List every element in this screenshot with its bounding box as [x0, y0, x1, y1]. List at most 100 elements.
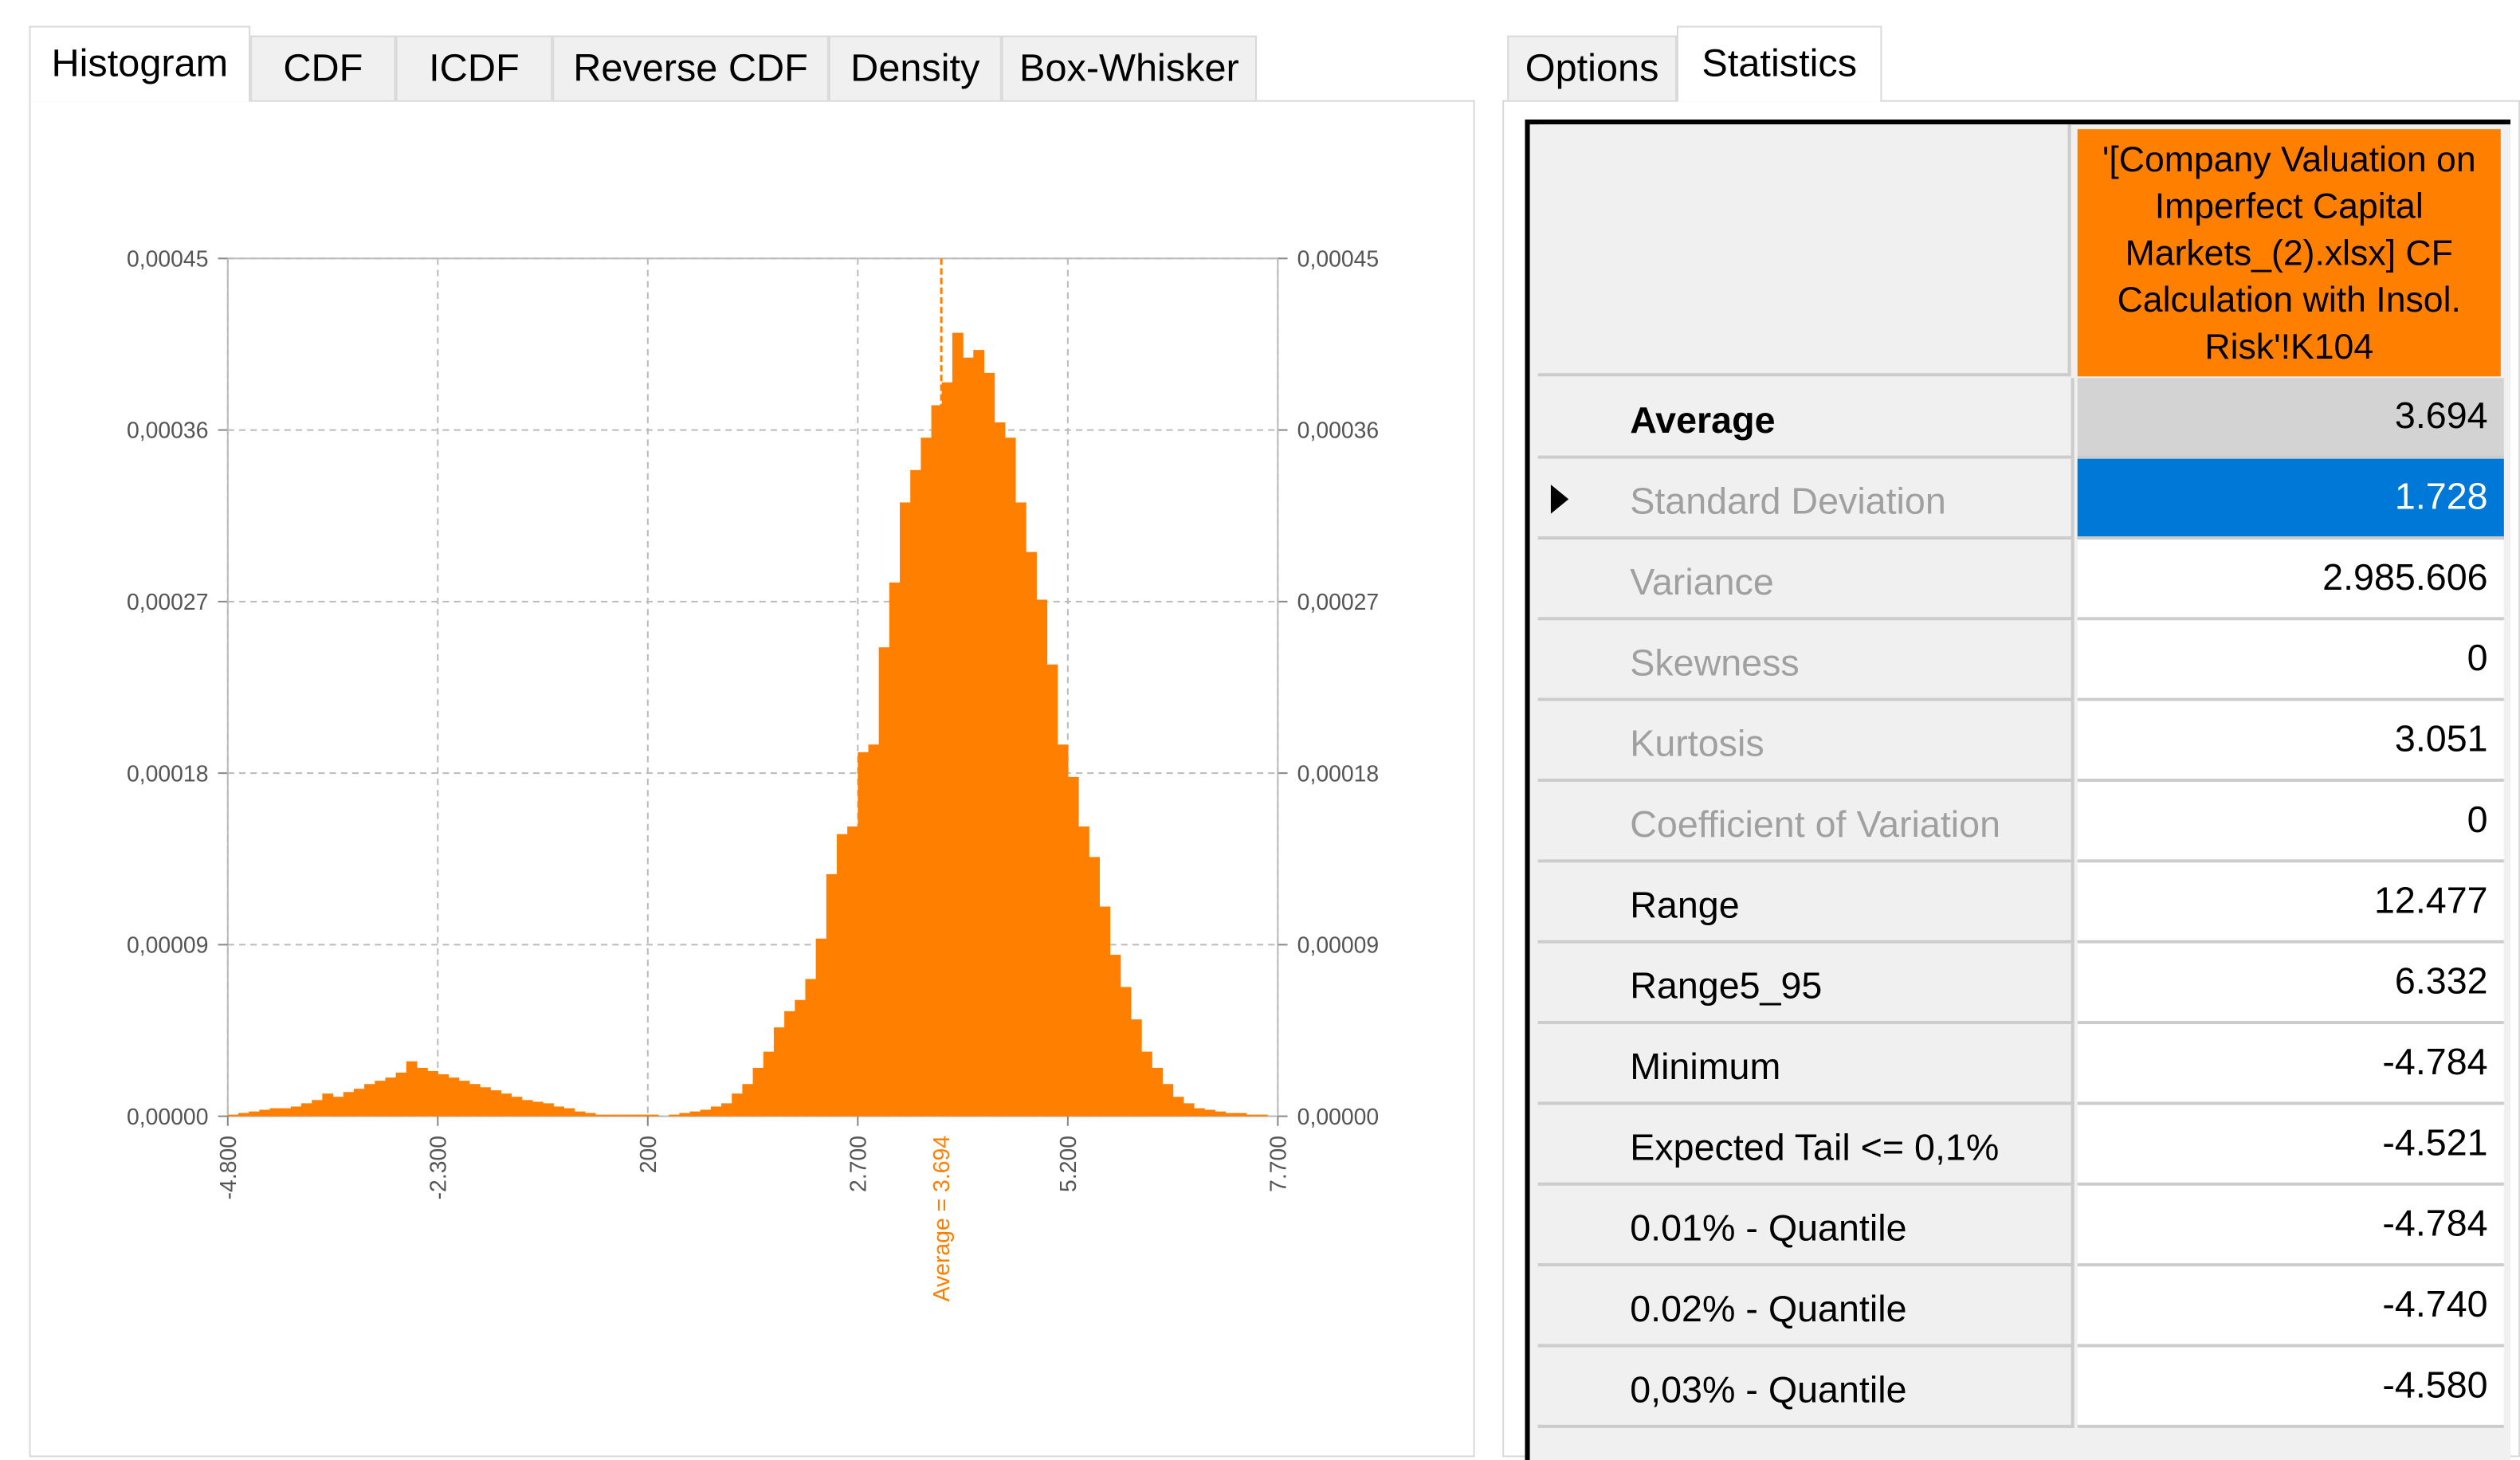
row-value[interactable]: 0: [2077, 782, 2504, 863]
bar: [322, 1093, 334, 1117]
bar: [332, 1097, 344, 1117]
row-label-text: Standard Deviation: [1630, 480, 1946, 522]
bar: [1183, 1103, 1195, 1117]
bar: [763, 1051, 775, 1117]
tab[interactable]: Density: [828, 35, 1002, 100]
bar: [689, 1111, 701, 1117]
bar: [416, 1067, 428, 1117]
row-value[interactable]: -4.784: [2077, 1185, 2504, 1267]
row-label[interactable]: Range: [1537, 862, 2074, 944]
row-label[interactable]: Minimum: [1537, 1024, 2074, 1105]
column-header-text: '[Company Valuation on Imperfect Capital…: [2102, 139, 2476, 367]
tab[interactable]: CDF: [250, 35, 396, 100]
bar: [364, 1084, 375, 1117]
row-label[interactable]: Average: [1537, 378, 2074, 459]
row-indicator: [1550, 485, 1569, 514]
bar: [1120, 987, 1132, 1117]
tab[interactable]: Options: [1507, 35, 1678, 100]
bar: [375, 1081, 387, 1117]
bar: [237, 1113, 249, 1117]
bar: [963, 357, 974, 1117]
row-label[interactable]: Expected Tail <= 0,1%: [1537, 1105, 2074, 1186]
tab[interactable]: ICDF: [395, 35, 553, 100]
bar: [343, 1092, 355, 1117]
row-value[interactable]: -4.740: [2077, 1266, 2504, 1348]
x-tick-label: 7.700: [1266, 1136, 1291, 1192]
row-label-text: Range: [1630, 883, 1740, 926]
row-label-text: Average: [1630, 398, 1776, 442]
tab[interactable]: Box-Whisker: [1001, 35, 1258, 100]
row-label[interactable]: 0.01% - Quantile: [1537, 1185, 2074, 1267]
statistics-grid: '[Company Valuation on Imperfect Capital…: [1525, 119, 2510, 1460]
bar: [1067, 776, 1079, 1117]
bar: [480, 1087, 491, 1117]
histogram-chart: 0,00000 0,00000 0,00009 0,00009 0,00018 0,000…: [127, 246, 1380, 1301]
row-label-text: Kurtosis: [1630, 722, 1764, 764]
bar: [1046, 664, 1058, 1117]
row-value[interactable]: -4.521: [2077, 1105, 2504, 1186]
row-value[interactable]: 3.051: [2077, 701, 2504, 783]
y2-tick-label: 0,00027: [1297, 590, 1380, 615]
row-value[interactable]: 12.477: [2077, 862, 2504, 944]
row-value[interactable]: 3.694: [2077, 378, 2504, 459]
bar: [1109, 955, 1121, 1117]
y-tick-label: 0,00027: [127, 590, 209, 615]
row-label[interactable]: 0.02% - Quantile: [1537, 1266, 2074, 1348]
bar: [553, 1106, 565, 1117]
bar: [900, 502, 911, 1117]
bar: [249, 1111, 260, 1117]
row-value[interactable]: 1.728: [2077, 458, 2504, 540]
column-header[interactable]: '[Company Valuation on Imperfect Capital…: [2077, 129, 2501, 377]
row-value[interactable]: 6.332: [2077, 943, 2504, 1025]
bar: [1089, 857, 1100, 1117]
row-label[interactable]: Standard Deviation: [1537, 458, 2074, 540]
bar: [1215, 1111, 1227, 1117]
row-label[interactable]: Range5_95: [1537, 943, 2074, 1025]
bar: [227, 1114, 239, 1117]
row-label[interactable]: Variance: [1537, 540, 2074, 621]
bar: [458, 1081, 470, 1117]
bar: [353, 1089, 365, 1117]
tab[interactable]: Reverse CDF: [552, 35, 829, 100]
row-label[interactable]: Coefficient of Variation: [1537, 782, 2074, 863]
row-label[interactable]: Skewness: [1537, 620, 2074, 701]
bar: [1015, 502, 1026, 1117]
bar: [1130, 1019, 1142, 1117]
row-label[interactable]: 0,03% - Quantile: [1537, 1347, 2074, 1428]
bar: [983, 372, 995, 1117]
bar: [385, 1077, 397, 1117]
bar: [920, 438, 932, 1117]
row-label-text: Skewness: [1630, 641, 1800, 684]
bar: [752, 1067, 764, 1117]
x-tick-label: -4.800: [216, 1136, 241, 1199]
bar: [732, 1093, 744, 1117]
row-label[interactable]: Kurtosis: [1537, 701, 2074, 783]
bar: [1152, 1067, 1164, 1117]
bar: [563, 1108, 575, 1117]
row-label-text: Expected Tail <= 0,1%: [1630, 1125, 2000, 1168]
y-tick-label: 0,00009: [127, 933, 209, 959]
row-label-text: Coefficient of Variation: [1630, 803, 2000, 846]
row-label-text: 0.01% - Quantile: [1630, 1207, 1907, 1249]
bar: [1246, 1114, 1258, 1117]
row-value[interactable]: -4.580: [2077, 1347, 2504, 1428]
y-tick-label: 0,00018: [127, 761, 209, 787]
bar: [773, 1027, 785, 1117]
x-tick-label: 2.700: [846, 1136, 871, 1192]
row-value[interactable]: -4.784: [2077, 1024, 2504, 1105]
bar: [532, 1101, 544, 1117]
tab[interactable]: Statistics: [1677, 26, 1882, 102]
y-tick-label: 0,00000: [127, 1105, 209, 1130]
bar: [1057, 744, 1069, 1117]
bar: [1078, 826, 1089, 1117]
row-value[interactable]: 2.985.606: [2077, 540, 2504, 621]
bar: [606, 1114, 617, 1117]
bar: [1172, 1097, 1184, 1117]
bar: [826, 873, 838, 1117]
row-label-text: 0.02% - Quantile: [1630, 1287, 1907, 1330]
tab[interactable]: Histogram: [29, 26, 251, 102]
bar: [742, 1084, 754, 1117]
bar: [500, 1093, 512, 1117]
bar: [521, 1100, 533, 1117]
row-value[interactable]: 0: [2077, 620, 2504, 701]
